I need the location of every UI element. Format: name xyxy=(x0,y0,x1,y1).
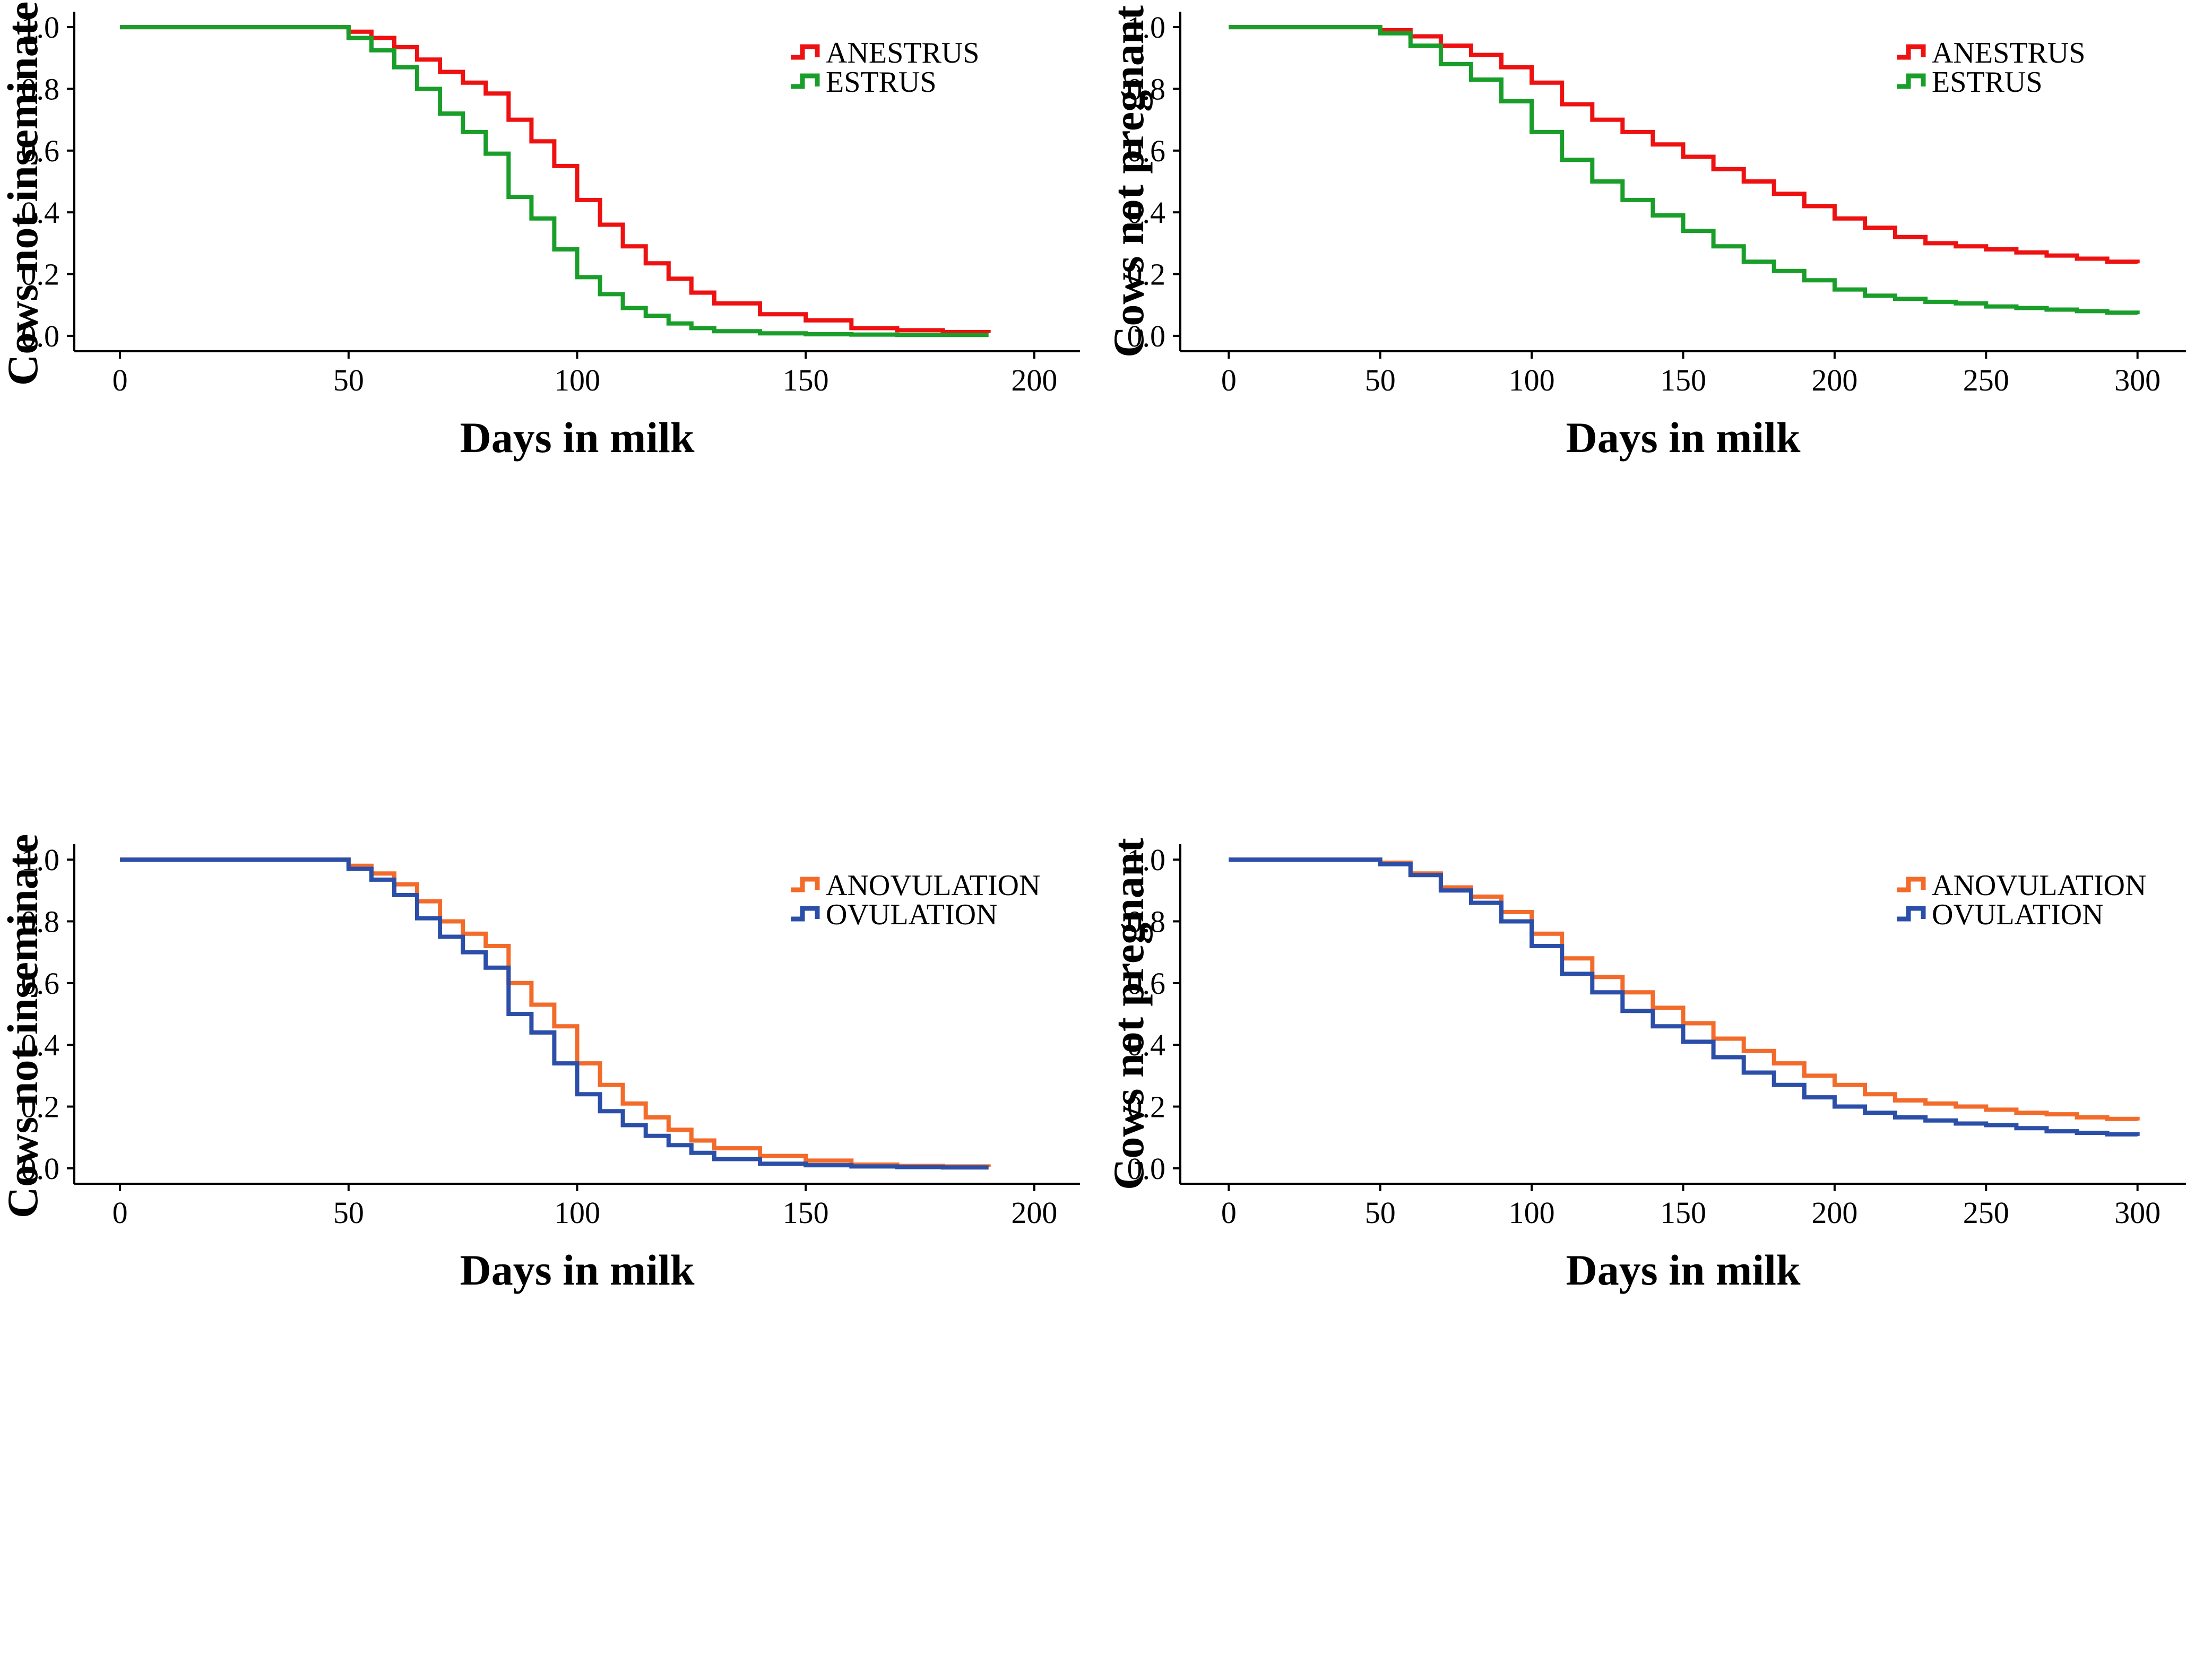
x-tick-label: 150 xyxy=(1660,363,1706,397)
series-line-ovulation xyxy=(1229,857,2140,1137)
y-tick-label: 1.0 xyxy=(21,10,60,45)
y-tick-label: 0.2 xyxy=(1127,257,1166,292)
x-tick-label: 50 xyxy=(1365,1195,1396,1230)
y-axis-title: Cows not pregnant xyxy=(1106,5,1153,358)
x-tick-label: 300 xyxy=(2114,1195,2161,1230)
y-tick-label: 0.6 xyxy=(21,966,60,1001)
y-tick-label: 0.4 xyxy=(21,195,60,230)
x-tick-label: 100 xyxy=(554,363,600,397)
x-tick-label: 0 xyxy=(113,1195,128,1230)
x-tick-label: 50 xyxy=(1365,363,1396,397)
legend-key-ovulation xyxy=(1897,906,1926,922)
legend-key-anestrus xyxy=(791,44,820,60)
y-tick-label: 0.0 xyxy=(1127,1151,1166,1186)
x-axis-title: Days in milk xyxy=(460,413,695,462)
y-tick-label: 1.0 xyxy=(21,843,60,877)
y-tick-label: 0.2 xyxy=(1127,1090,1166,1124)
legend-key-ovulation xyxy=(791,906,820,922)
legend-key-estrus xyxy=(791,73,820,89)
y-tick-label: 0.0 xyxy=(21,319,60,353)
survival-chart-inseminated-estrus: 0.0 0.2 0.4 0.6 0.8 1.0 0 50 100 150 200 Days in mi… xyxy=(0,0,1080,462)
y-tick-label: 0.0 xyxy=(1127,319,1166,353)
x-tick-label: 0 xyxy=(1221,363,1237,397)
chart-panel-pregnant-ovulation: 0.0 0.2 0.4 0.6 0.8 1.0 0 50 100 150 200 250 300 Days… xyxy=(1106,832,2212,1665)
x-tick-label: 150 xyxy=(1660,1195,1706,1230)
legend-label-anovulation: ANOVULATION xyxy=(826,869,1040,902)
legend-key-anovulation xyxy=(1897,877,1926,892)
y-tick-label: 0.8 xyxy=(1127,72,1166,106)
x-tick-label: 150 xyxy=(783,363,829,397)
legend-key-estrus xyxy=(1897,73,1926,89)
y-tick-label: 0.0 xyxy=(21,1151,60,1186)
legend-key-anovulation xyxy=(791,877,820,892)
y-tick-label: 0.8 xyxy=(21,904,60,939)
series-line-estrus xyxy=(120,25,989,337)
y-axis-title: Cows not inseminated xyxy=(0,0,47,386)
y-axis-title: Cows not inseminated xyxy=(0,832,47,1218)
y-axis-title: Cows not pregnant xyxy=(1106,838,1153,1190)
chart-panel-inseminated-estrus: 0.0 0.2 0.4 0.6 0.8 1.0 0 50 100 150 200 Days in mi… xyxy=(0,0,1106,832)
survival-chart-pregnant-ovulation: 0.0 0.2 0.4 0.6 0.8 1.0 0 50 100 150 200 250 300 Days… xyxy=(1106,838,2186,1294)
legend-label-anestrus: ANESTRUS xyxy=(1932,37,2085,70)
x-tick-label: 100 xyxy=(554,1195,600,1230)
x-tick-label: 200 xyxy=(1011,1195,1057,1230)
y-tick-label: 0.6 xyxy=(21,134,60,168)
legend-label-ovulation: OVULATION xyxy=(1932,898,2104,931)
y-tick-label: 0.6 xyxy=(1127,134,1166,168)
y-tick-label: 0.2 xyxy=(21,257,60,292)
series-line-anovulation xyxy=(120,857,991,1169)
y-tick-label: 0.4 xyxy=(21,1028,60,1062)
x-tick-label: 200 xyxy=(1811,363,1857,397)
y-tick-label: 0.2 xyxy=(21,1090,60,1124)
legend-key-anestrus xyxy=(1897,44,1926,60)
y-tick-label: 0.6 xyxy=(1127,966,1166,1001)
legend-label-anovulation: ANOVULATION xyxy=(1932,869,2146,902)
survival-chart-pregnant-estrus: 0.0 0.2 0.4 0.6 0.8 1.0 0 50 100 150 200 250 300 Days… xyxy=(1106,5,2186,462)
y-tick-label: 0.8 xyxy=(1127,904,1166,939)
x-axis-title: Days in milk xyxy=(1566,1246,1801,1294)
x-tick-label: 250 xyxy=(1963,1195,2009,1230)
series-line-ovulation xyxy=(120,857,989,1170)
y-tick-label: 1.0 xyxy=(1127,843,1166,877)
series-line-anestrus xyxy=(1229,25,2140,264)
x-tick-label: 50 xyxy=(333,363,364,397)
x-tick-label: 150 xyxy=(783,1195,829,1230)
legend-label-ovulation: OVULATION xyxy=(826,898,998,931)
x-tick-label: 100 xyxy=(1509,1195,1555,1230)
series-line-anestrus xyxy=(120,25,991,334)
y-tick-label: 1.0 xyxy=(1127,10,1166,45)
series-line-estrus xyxy=(1229,25,2140,315)
legend-label-estrus: ESTRUS xyxy=(1932,66,2043,99)
x-tick-label: 0 xyxy=(113,363,128,397)
y-tick-label: 0.4 xyxy=(1127,195,1166,230)
survival-chart-inseminated-ovulation: 0.0 0.2 0.4 0.6 0.8 1.0 0 50 100 150 200 Days in mi… xyxy=(0,832,1080,1294)
x-tick-label: 50 xyxy=(333,1195,364,1230)
x-tick-label: 0 xyxy=(1221,1195,1237,1230)
chart-panel-pregnant-estrus: 0.0 0.2 0.4 0.6 0.8 1.0 0 50 100 150 200 250 300 Days… xyxy=(1106,0,2212,832)
legend-label-anestrus: ANESTRUS xyxy=(826,37,979,70)
x-axis-title: Days in milk xyxy=(1566,413,1801,462)
x-tick-label: 200 xyxy=(1811,1195,1857,1230)
x-tick-label: 100 xyxy=(1509,363,1555,397)
chart-panel-inseminated-ovulation: 0.0 0.2 0.4 0.6 0.8 1.0 0 50 100 150 200 Days in mi… xyxy=(0,832,1106,1665)
x-tick-label: 250 xyxy=(1963,363,2009,397)
y-tick-label: 0.8 xyxy=(21,72,60,106)
x-axis-title: Days in milk xyxy=(460,1246,695,1294)
legend-label-estrus: ESTRUS xyxy=(826,66,937,99)
x-tick-label: 200 xyxy=(1011,363,1057,397)
x-tick-label: 300 xyxy=(2114,363,2161,397)
y-tick-label: 0.4 xyxy=(1127,1028,1166,1062)
